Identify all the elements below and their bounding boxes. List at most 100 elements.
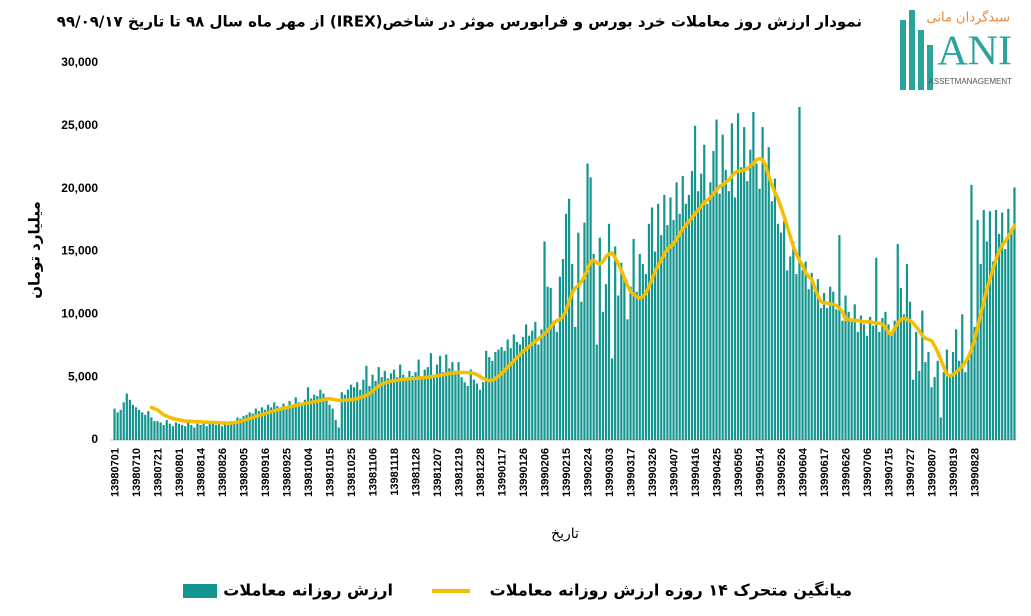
bar — [574, 326, 577, 440]
bar — [893, 320, 896, 440]
bar — [921, 310, 924, 440]
bar — [890, 335, 893, 440]
bar — [644, 274, 647, 440]
bar — [239, 418, 242, 440]
bar — [227, 424, 230, 440]
bar — [822, 292, 826, 440]
bar — [488, 357, 491, 440]
x-tick-label: 13990807 — [926, 448, 938, 497]
bar — [899, 287, 902, 440]
bar — [736, 113, 740, 441]
bar — [948, 375, 952, 440]
bar — [945, 349, 948, 440]
bar — [761, 127, 764, 440]
bar — [798, 106, 801, 440]
bar — [543, 241, 546, 440]
bar — [325, 397, 328, 440]
bar — [878, 331, 881, 440]
bar — [402, 374, 405, 440]
bar — [776, 223, 780, 440]
legend-label: میانگین متحرک ۱۴ روزه ارزش روزانه معاملا… — [490, 581, 852, 600]
bar — [918, 370, 921, 440]
x-tick-label: 13980916 — [260, 448, 272, 497]
x-tick-label: 13981118 — [389, 448, 401, 496]
bar — [426, 367, 429, 440]
bar — [184, 426, 187, 440]
x-tick-label: 13990526 — [776, 448, 788, 497]
bar — [174, 422, 178, 440]
x-tick-label: 13980925 — [281, 448, 293, 497]
y-tick-label: 5,000 — [68, 369, 98, 383]
bar — [469, 369, 472, 440]
bar — [807, 289, 810, 440]
x-tick-label: 13981015 — [324, 448, 336, 497]
bar — [337, 427, 340, 440]
bar — [349, 384, 353, 440]
x-axis-label: تاریخ — [551, 526, 579, 542]
bar — [985, 241, 988, 440]
bar — [865, 335, 869, 440]
bar — [552, 320, 555, 440]
bar — [620, 262, 623, 440]
bar — [635, 291, 638, 440]
bar — [810, 272, 813, 440]
bar — [657, 203, 660, 440]
bar — [362, 379, 365, 440]
bar — [850, 321, 853, 440]
bar — [478, 389, 482, 440]
bar — [755, 163, 758, 441]
bar — [641, 264, 644, 440]
bar — [196, 423, 199, 440]
bar — [604, 284, 608, 440]
bar — [647, 223, 651, 440]
bar — [727, 191, 730, 440]
bar — [451, 362, 454, 440]
bar — [119, 409, 122, 440]
bar — [629, 286, 632, 440]
x-tick-label: 13990117 — [496, 448, 508, 496]
bar — [306, 387, 310, 440]
bar — [454, 370, 457, 440]
x-tick-label: 13990505 — [733, 448, 745, 497]
moving-average-line — [149, 156, 1017, 425]
x-tick-label: 13990317 — [625, 448, 637, 497]
bar — [908, 301, 912, 440]
bar — [515, 341, 518, 440]
bar — [500, 347, 503, 440]
bar — [1010, 228, 1013, 440]
bar — [340, 392, 343, 440]
logo-tagline: ASSETMANAGEMENT — [928, 77, 1012, 86]
bar — [432, 374, 436, 440]
bar — [595, 344, 598, 440]
bar — [528, 335, 531, 440]
bar — [233, 422, 236, 440]
bar — [494, 352, 497, 440]
bar — [518, 344, 522, 440]
bar — [675, 182, 678, 440]
bar — [958, 360, 961, 440]
bar — [457, 362, 460, 440]
bar — [638, 254, 641, 440]
bar — [322, 393, 325, 440]
bar — [300, 404, 303, 440]
bar — [1004, 248, 1007, 440]
bar — [1001, 212, 1004, 440]
bar — [205, 426, 208, 440]
bar — [730, 123, 733, 440]
bar — [509, 348, 512, 440]
bar — [134, 407, 138, 440]
bar — [859, 315, 862, 440]
bar — [939, 417, 942, 440]
x-tick-label: 13990727 — [905, 448, 917, 497]
x-tick-label: 13990224 — [582, 447, 594, 497]
bar — [386, 378, 389, 440]
bar — [586, 163, 589, 441]
bar — [389, 373, 393, 440]
bar — [503, 350, 506, 440]
bar — [927, 352, 930, 440]
bar — [150, 417, 153, 440]
bar — [743, 127, 746, 440]
bar — [236, 417, 239, 440]
y-tick-label: 30,000 — [61, 55, 98, 69]
bar — [165, 419, 168, 440]
